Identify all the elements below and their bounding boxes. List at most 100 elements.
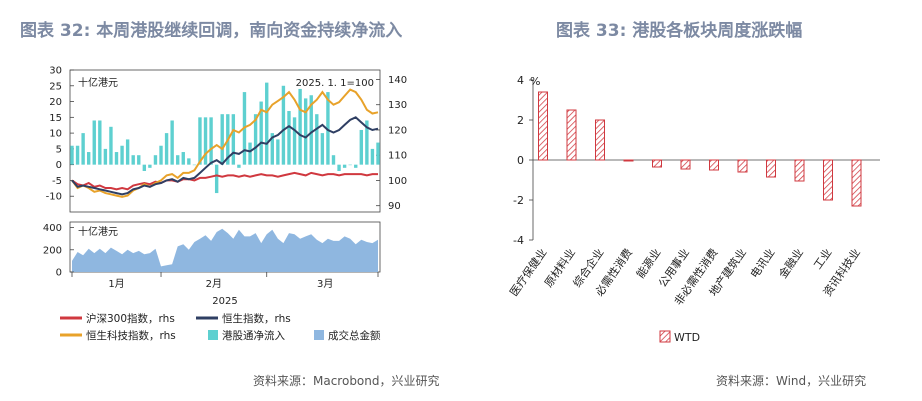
sector-bar xyxy=(737,159,748,173)
left-axis-tick-label: 30 xyxy=(49,66,62,77)
hstech-series-line xyxy=(71,88,379,198)
flow-bar xyxy=(125,139,130,165)
flow-bar xyxy=(231,114,236,165)
flow-bar xyxy=(109,126,113,165)
right-axis-tick-label: 110 xyxy=(388,151,407,162)
sector-bar xyxy=(766,159,776,178)
flow-bar xyxy=(253,114,258,165)
flow-bar xyxy=(98,120,102,165)
flow-bar xyxy=(359,129,364,165)
legend-flow: 港股通净流入 xyxy=(222,329,285,342)
flow-bar xyxy=(103,148,108,165)
flow-bar xyxy=(86,152,91,165)
x-year-label: 2025 xyxy=(212,296,237,307)
sector-bar xyxy=(566,109,577,161)
base-note-label: 2025. 1. 1=100 xyxy=(296,78,374,89)
flow-bar xyxy=(148,164,152,168)
lower-axis-tick-label: 400 xyxy=(43,223,62,234)
hsi-series-line xyxy=(71,116,379,196)
flow-bar xyxy=(326,92,330,165)
flow-bar xyxy=(259,101,263,165)
flow-bar xyxy=(142,164,147,171)
left-axis-tick-label: -5 xyxy=(52,176,62,187)
legend-hsi: 恒生指数，rhs xyxy=(222,312,291,325)
flow-bar xyxy=(120,145,124,165)
y-axis-tick-label: 2 xyxy=(517,114,524,127)
category-label: 电讯业 xyxy=(748,246,778,280)
flow-bar xyxy=(237,164,241,168)
legend-hs300: 沪深300指数，rhs xyxy=(86,312,175,325)
flow-bar xyxy=(331,155,336,165)
flow-bar xyxy=(303,98,308,165)
right-axis-tick-label: 130 xyxy=(388,100,407,111)
flow-bar xyxy=(265,82,269,165)
flow-bar xyxy=(320,133,325,165)
right-axis-tick-label: 90 xyxy=(388,201,401,212)
left-legend: 沪深300指数，rhs 恒生指数，rhs 恒生科技指数，rhs 港股通净流入 成… xyxy=(60,312,381,342)
flow-bar xyxy=(276,139,280,165)
sector-bar xyxy=(652,159,662,168)
lower-axis-tick-label: 200 xyxy=(43,245,62,256)
sector-bar xyxy=(823,159,833,201)
left-axis-tick-label: 0 xyxy=(56,160,62,171)
lower-unit-label: 十亿港元 xyxy=(78,225,118,238)
right-source-note: 资料来源：Wind，兴业研究 xyxy=(716,374,867,388)
lower-axis-tick-label: 0 xyxy=(56,268,62,279)
flow-bar xyxy=(354,164,358,168)
category-label: 能源业 xyxy=(633,246,663,281)
sector-bar xyxy=(538,91,548,161)
flow-bar xyxy=(248,142,252,165)
left-axis-tick-label: -10 xyxy=(46,192,62,203)
flow-bar xyxy=(137,155,141,165)
right-axis-tick-label: 120 xyxy=(388,125,407,136)
flow-bar xyxy=(92,120,96,165)
flow-bar xyxy=(337,164,341,171)
right-axis-tick-label: 100 xyxy=(388,176,407,187)
flow-bar xyxy=(348,164,352,166)
flow-bar xyxy=(292,117,297,165)
sector-bar xyxy=(709,159,719,171)
hs300-series-line xyxy=(71,171,378,191)
flow-bar xyxy=(365,120,369,165)
flow-bar xyxy=(315,114,319,165)
flow-bar xyxy=(81,133,85,165)
left-axis-tick-label: 25 xyxy=(49,81,62,92)
left-axis-tick-label: 10 xyxy=(49,129,62,140)
flow-bar xyxy=(153,155,158,165)
flow-bar xyxy=(181,152,185,165)
sector-bar xyxy=(623,159,634,162)
flow-bar xyxy=(220,114,224,165)
legend-hstech: 恒生科技指数，rhs xyxy=(86,329,176,342)
x-axis-tick-label: 3月 xyxy=(317,278,333,290)
flow-bar xyxy=(309,95,313,165)
y-axis-tick-label: 0 xyxy=(517,154,524,167)
flow-bar xyxy=(198,117,202,165)
legend-turnover: 成交总金额 xyxy=(328,329,381,342)
flow-bar xyxy=(281,85,286,165)
right-chart-title: 图表 33: 港股各板块周度涨跌幅 xyxy=(556,21,803,41)
x-axis-tick-label: 1月 xyxy=(108,278,124,290)
sector-bar xyxy=(794,159,805,182)
flow-bar xyxy=(203,117,208,165)
unit-label: % xyxy=(530,75,540,88)
flow-bar xyxy=(270,133,274,165)
flow-bar xyxy=(164,133,169,165)
flow-bar xyxy=(214,164,219,194)
turnover-area xyxy=(72,228,378,272)
right-legend: WTD xyxy=(659,330,700,344)
flow-bar xyxy=(376,142,380,165)
sector-bar xyxy=(851,159,862,207)
flow-bar xyxy=(114,152,119,165)
flow-bar xyxy=(187,158,191,165)
flow-bar xyxy=(159,145,163,165)
left-axis-tick-label: 15 xyxy=(49,113,62,124)
flow-bar xyxy=(298,88,302,165)
legend-wtd: WTD xyxy=(674,331,700,344)
flow-bar xyxy=(209,117,213,165)
y-axis-tick-label: -4 xyxy=(513,234,524,247)
left-axis-tick-label: 5 xyxy=(56,144,62,155)
left-chart-title: 图表 32: 本周港股继续回调，南向资金持续净流入 xyxy=(20,21,403,41)
upper-unit-label: 十亿港元 xyxy=(78,76,118,89)
